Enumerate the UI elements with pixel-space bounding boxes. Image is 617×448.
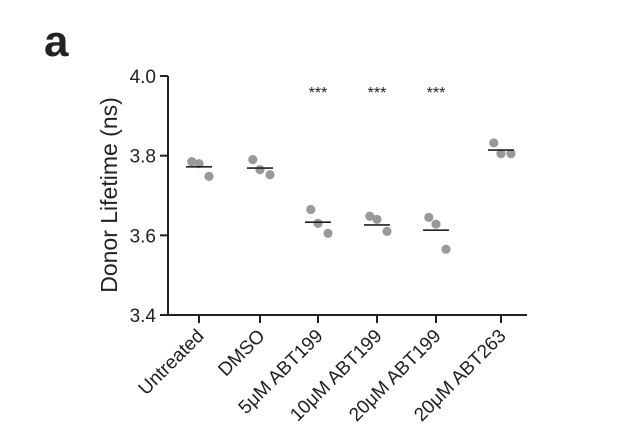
data-point [323, 228, 333, 238]
significance-label: *** [309, 85, 328, 102]
data-point [204, 171, 214, 181]
y-tick-label: 3.8 [130, 147, 156, 168]
data-point [255, 165, 265, 175]
data-point [424, 212, 434, 223]
data-point [489, 138, 499, 148]
data-point [441, 244, 451, 254]
significance-label: *** [427, 85, 446, 102]
data-point [382, 226, 392, 236]
data-point [496, 149, 506, 159]
x-category-label: DMSO [214, 326, 269, 381]
data-point [187, 157, 197, 167]
y-tick-label: 4.0 [130, 67, 156, 88]
significance-label: *** [368, 85, 387, 102]
data-point [365, 211, 375, 221]
data-point [248, 155, 258, 165]
data-point [506, 149, 516, 159]
data-point [313, 218, 323, 228]
y-axis-title: Donor Lifetime (ns) [96, 97, 122, 293]
y-tick-label: 3.4 [130, 306, 157, 327]
data-point [265, 170, 275, 180]
data-point [372, 214, 382, 224]
data-points [187, 138, 516, 254]
data-point [306, 204, 316, 215]
mean-lines [186, 149, 514, 231]
significance-labels: *** *** *** [309, 85, 446, 102]
y-axis-ticks: 3.4 3.6 3.8 4.0 [130, 67, 168, 327]
panel-label: a [44, 17, 69, 66]
y-tick-label: 3.6 [130, 226, 156, 247]
x-category-label: Untreated [135, 326, 209, 400]
data-point [194, 159, 204, 169]
data-point [431, 219, 441, 229]
